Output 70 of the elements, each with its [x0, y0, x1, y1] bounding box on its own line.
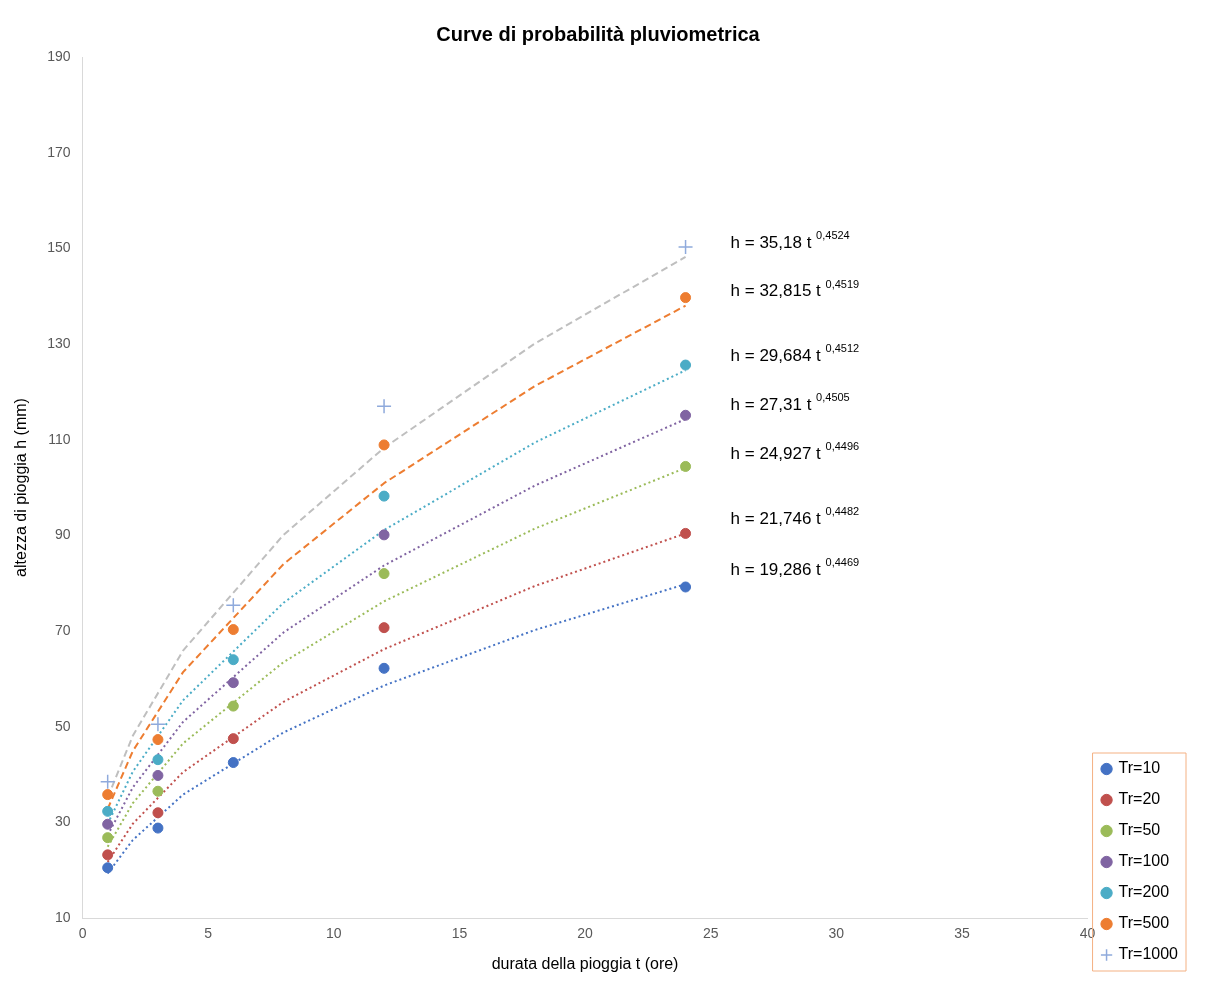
- y-tick-label: 110: [48, 430, 71, 447]
- point: [227, 654, 239, 666]
- point: [227, 700, 239, 712]
- y-tick-label: 130: [47, 334, 71, 351]
- annotation: h = 21,746 t 0,4482: [730, 505, 860, 529]
- x-tick-label: 25: [702, 925, 719, 942]
- point: [680, 409, 692, 421]
- y-tick-label: 190: [47, 47, 71, 64]
- x-tick-label: 30: [828, 925, 845, 942]
- point: [378, 568, 390, 580]
- annotation: h = 29,684 t 0,4512: [730, 342, 860, 365]
- point: [152, 734, 164, 746]
- y-tick-label: 170: [47, 143, 71, 160]
- point: [152, 769, 164, 781]
- annotation: h = 27,31 t 0,4505: [730, 391, 850, 414]
- point: [102, 818, 114, 830]
- point: [680, 527, 692, 539]
- y-tick-label: 50: [54, 717, 71, 734]
- legend-label: Tr=100: [1118, 852, 1170, 870]
- point: [680, 292, 692, 304]
- annotation: h = 24,927 t 0,4496: [730, 439, 860, 463]
- point: [150, 716, 166, 733]
- y-tick-label: 70: [54, 621, 71, 638]
- y-tick-label: 30: [54, 813, 71, 830]
- point: [378, 490, 390, 502]
- x-tick-label: 0: [78, 925, 87, 942]
- point: [680, 460, 692, 472]
- y-tick-label: 10: [54, 908, 71, 925]
- point: [102, 849, 114, 861]
- point: [152, 785, 164, 797]
- legend-label: Tr=1000: [1118, 945, 1179, 963]
- point: [102, 862, 114, 874]
- annotation: h = 32,815 t 0,4519: [730, 277, 860, 301]
- legend-label: Tr=200: [1118, 883, 1170, 901]
- point: [680, 581, 692, 593]
- point: [152, 807, 164, 819]
- y-axis-title: altezza di pioggia h (mm): [12, 398, 30, 577]
- point: [677, 239, 694, 255]
- point: [152, 822, 164, 834]
- point: [378, 662, 390, 674]
- x-axis-title: durata della pioggia t (ore): [491, 954, 679, 972]
- legend-label: Tr=50: [1118, 821, 1161, 839]
- point: [102, 832, 114, 844]
- y-tick-label: 90: [54, 526, 71, 543]
- point: [227, 677, 239, 689]
- x-tick-label: 5: [204, 925, 213, 942]
- x-tick-label: 10: [326, 925, 342, 942]
- point: [376, 398, 392, 414]
- point: [227, 757, 239, 769]
- legend-label: Tr=10: [1118, 759, 1161, 777]
- point: [378, 439, 390, 451]
- point: [378, 622, 390, 634]
- chart-title: Curve di probabilità pluviometrica: [436, 22, 761, 45]
- point: [102, 789, 114, 801]
- y-tick-label: 150: [47, 239, 71, 256]
- point: [680, 359, 692, 371]
- point: [152, 754, 164, 766]
- x-tick-label: 20: [577, 925, 594, 942]
- point: [227, 733, 239, 745]
- point: [378, 529, 390, 541]
- point: [102, 805, 114, 817]
- legend-label: Tr=20: [1118, 790, 1161, 808]
- annotation: h = 35,18 t 0,4524: [730, 228, 850, 252]
- legend-label: Tr=500: [1118, 914, 1170, 932]
- point: [99, 773, 116, 790]
- x-tick-label: 15: [451, 925, 468, 942]
- x-tick-label: 35: [954, 925, 970, 942]
- point: [227, 624, 239, 636]
- annotation: h = 19,286 t 0,4469: [730, 556, 860, 579]
- point: [225, 597, 242, 613]
